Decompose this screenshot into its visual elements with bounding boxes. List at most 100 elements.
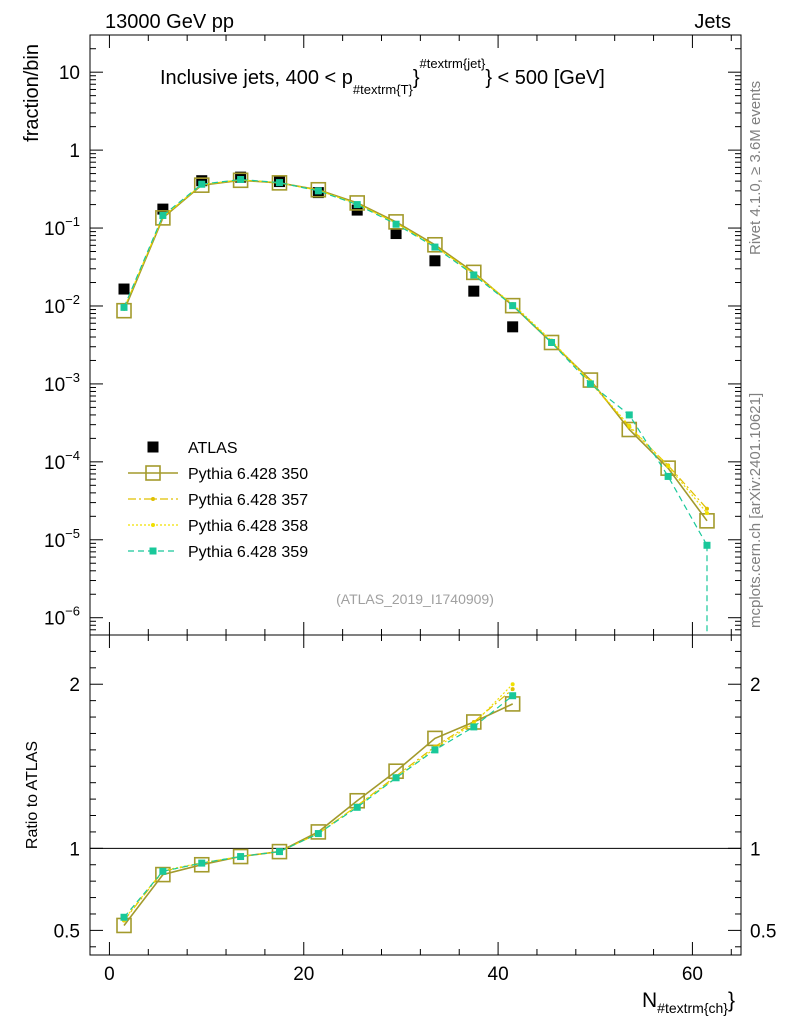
x-axis-label-bracket: }	[728, 989, 735, 1012]
atlas-data-point	[196, 175, 208, 187]
ratio-y-tick-label-right: 0.5	[750, 921, 776, 942]
main-series-point	[193, 177, 210, 193]
ratio-series-point	[353, 803, 361, 811]
main-y-tick-label: 1	[69, 141, 80, 162]
ratio-frame	[89, 634, 742, 956]
main-y-tick-label: 10−4	[44, 448, 80, 474]
legend-label: Pythia 6.428 350	[188, 466, 308, 483]
chart-title-main: Inclusive jets, 400 < p	[160, 67, 353, 89]
ratio-y-axis-label: Ratio to ATLAS	[24, 741, 41, 849]
ratio-x-tick-label: 20	[293, 964, 314, 985]
ratio-series-point	[392, 774, 400, 782]
atlas-data-point	[507, 321, 519, 333]
legend-marker	[151, 497, 155, 501]
ratio-series-1	[122, 687, 515, 923]
ratio-series-point	[510, 687, 515, 692]
main-series-point	[155, 210, 171, 226]
ratio-series-point	[155, 866, 171, 883]
ratio-y-tick-label-right: 1	[750, 839, 761, 860]
chart-title-subscript: #textrm{T}	[353, 82, 414, 97]
ratio-series-point	[509, 692, 517, 700]
main-series-point	[198, 180, 206, 188]
main-series-point	[504, 297, 521, 314]
legend-label: Pythia 6.428 359	[188, 544, 308, 561]
ratio-series-2	[122, 682, 515, 922]
ratio-series-point	[198, 859, 206, 867]
ratio-series-point	[237, 853, 245, 861]
ratio-series-line	[123, 703, 514, 926]
main-series-point	[666, 464, 671, 469]
ratio-y-tick-label-right: 2	[750, 675, 761, 696]
main-series-point	[470, 271, 478, 279]
main-series-line	[123, 179, 708, 514]
x-axis-label-main: N	[642, 989, 657, 1012]
ratio-series-point	[470, 723, 478, 731]
ratio-series-point	[271, 843, 288, 860]
ratio-series-line	[123, 683, 514, 921]
rivet-version-label: Rivet 4.1.0, ≥ 3.6M events	[747, 81, 764, 255]
main-series-point	[392, 220, 400, 228]
ratio-x-tick-label: 0	[104, 964, 115, 985]
ratio-panel: 0 20 40 60 0.5 0.5 1 1 2 2 Ratio to ATLAS N#textr…	[24, 634, 776, 1016]
legend-item: Pythia 6.428 357	[128, 492, 308, 509]
main-y-tick-label: 10−5	[44, 526, 80, 552]
main-y-tick-label: 10−2	[44, 292, 80, 318]
main-series-point	[431, 243, 439, 251]
ratio-y-tick-label: 0.5	[54, 921, 80, 942]
main-series-point	[237, 175, 245, 183]
main-y-tick-label: 10−3	[44, 370, 80, 396]
analysis-id-label: (ATLAS_2019_I1740909)	[336, 591, 494, 607]
legend-item: Pythia 6.428 359	[128, 544, 308, 561]
main-series-point	[116, 302, 132, 319]
category-label: Jets	[694, 11, 731, 33]
main-series-point	[543, 334, 560, 351]
main-series-point	[699, 513, 715, 529]
main-series-point	[353, 201, 361, 209]
atlas-data-point	[157, 203, 169, 215]
atlas-data-point	[468, 285, 480, 297]
chart-title-bracket: }	[413, 67, 420, 89]
ratio-series-3	[120, 692, 517, 921]
ratio-series-point	[510, 682, 515, 687]
main-y-tick-label: 10	[59, 63, 80, 84]
main-series-point	[621, 421, 638, 438]
legend-marker	[147, 441, 159, 453]
main-series-line	[123, 178, 708, 546]
x-axis-label-subscript: #textrm{ch}	[657, 1000, 728, 1016]
main-y-tick-label: 10−6	[44, 604, 80, 630]
ratio-series-line	[123, 688, 514, 921]
legend-marker	[149, 547, 157, 555]
ratio-series-point	[120, 913, 128, 921]
main-series-point	[120, 303, 128, 311]
main-series-point	[509, 302, 517, 310]
legend-label: Pythia 6.428 358	[188, 518, 308, 535]
ratio-series-point	[232, 848, 249, 865]
chart-title: Inclusive jets, 400 < p#textrm{T}}#textr…	[160, 56, 605, 97]
atlas-data-point	[118, 283, 130, 295]
main-series-line	[123, 179, 708, 510]
main-panel: 10 1 10−1 10−2 10−3 10−4 10−5 10−6 fraction/bin…	[21, 34, 742, 636]
atlas-data-point	[390, 228, 402, 240]
ratio-series-point	[314, 830, 322, 838]
ratio-y-tick-label: 1	[69, 839, 80, 860]
main-series-2	[122, 177, 709, 511]
main-series-point	[465, 264, 482, 281]
main-series-point	[627, 423, 632, 428]
ratio-series-point	[431, 746, 439, 754]
main-series-point	[275, 179, 283, 187]
legend-marker	[145, 465, 161, 481]
ratio-x-tick-label: 60	[682, 964, 703, 985]
main-series-point	[159, 211, 167, 219]
main-series-point	[548, 338, 556, 346]
main-series-point	[314, 187, 322, 195]
main-series-point	[388, 214, 404, 230]
main-series-point	[704, 506, 709, 511]
legend-item: ATLAS	[147, 440, 238, 457]
mcplots-label: mcplots.cern.ch [arXiv:2401.10621]	[747, 393, 764, 628]
main-series-point	[664, 472, 672, 480]
ratio-y-tick-label: 2	[69, 675, 80, 696]
legend-label: Pythia 6.428 357	[188, 492, 308, 509]
energy-label: 13000 GeV pp	[105, 11, 234, 33]
ratio-series-point	[275, 848, 283, 856]
